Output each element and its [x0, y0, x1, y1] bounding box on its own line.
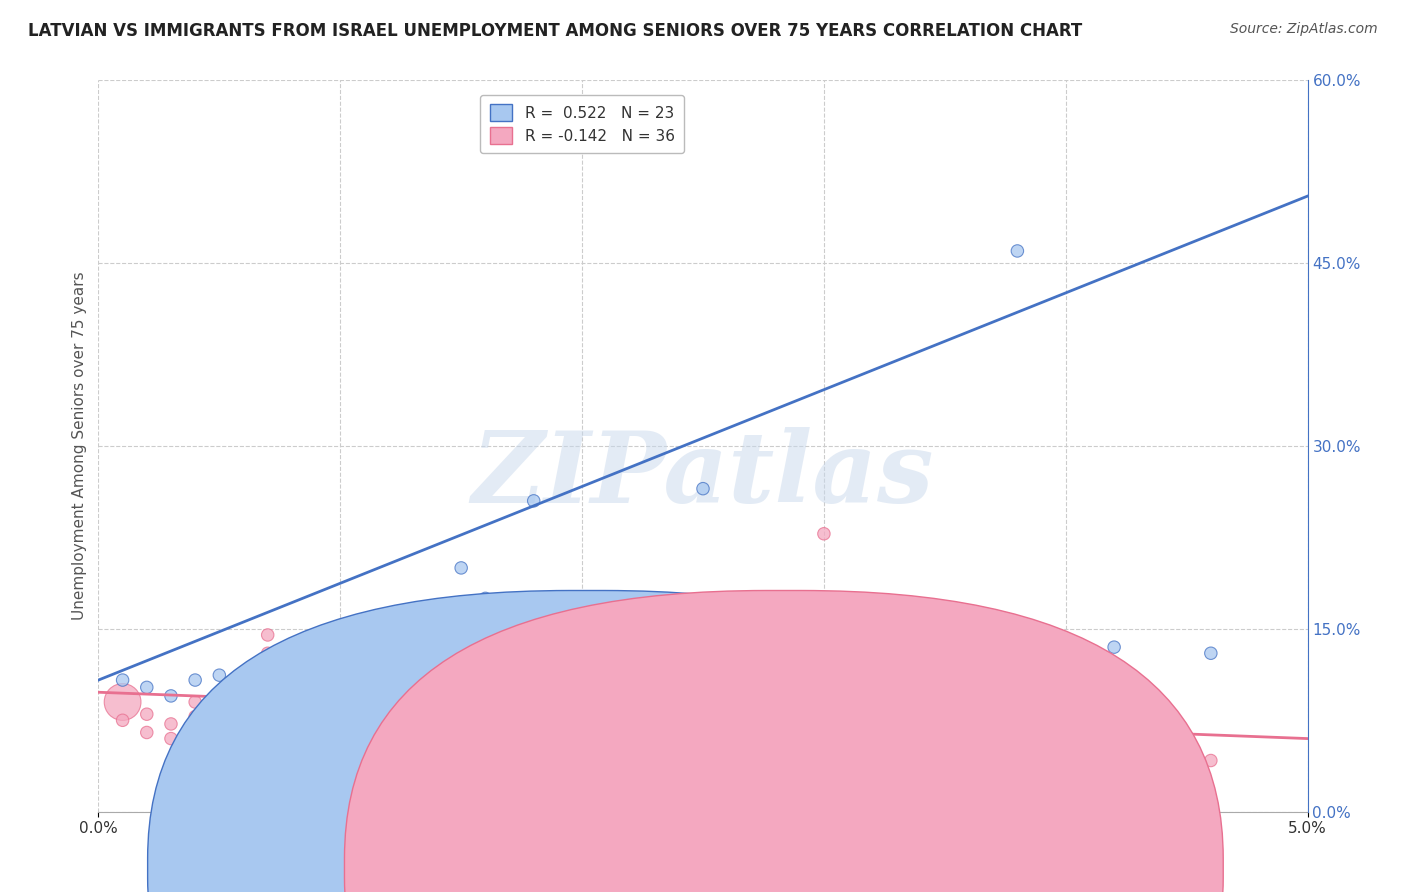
Point [474, 591, 496, 606]
Point [111, 714, 134, 728]
Point [1007, 741, 1029, 756]
Point [934, 725, 956, 739]
Point [523, 494, 546, 508]
Point [135, 725, 157, 739]
Point [208, 734, 231, 748]
Point [232, 689, 254, 703]
Point [305, 731, 328, 746]
Point [1199, 646, 1222, 660]
Point [668, 756, 690, 770]
Point [305, 685, 328, 699]
Point [281, 661, 304, 675]
Point [692, 744, 714, 758]
Point [813, 526, 835, 541]
Point [377, 615, 399, 630]
Text: Source: ZipAtlas.com: Source: ZipAtlas.com [1230, 22, 1378, 37]
Point [571, 665, 593, 679]
Point [450, 709, 472, 723]
Y-axis label: Unemployment Among Seniors over 75 years: Unemployment Among Seniors over 75 years [72, 272, 87, 620]
Point [934, 648, 956, 663]
Point [402, 636, 425, 650]
Point [1007, 244, 1029, 258]
Point [1199, 754, 1222, 768]
Point [571, 749, 593, 764]
Point [135, 707, 157, 722]
Point [353, 731, 375, 746]
Point [184, 709, 207, 723]
Point [256, 658, 278, 673]
Point [135, 681, 157, 695]
Point [160, 717, 183, 731]
Point [353, 676, 375, 690]
Point [329, 661, 352, 675]
Point [1102, 640, 1125, 655]
Point [523, 746, 546, 760]
Text: LATVIAN VS IMMIGRANTS FROM ISRAEL UNEMPLOYMENT AMONG SENIORS OVER 75 YEARS CORRE: LATVIAN VS IMMIGRANTS FROM ISRAEL UNEMPL… [28, 22, 1083, 40]
Point [256, 646, 278, 660]
Point [860, 756, 883, 770]
Point [232, 729, 254, 743]
Point [329, 741, 352, 756]
Text: ZIPatlas: ZIPatlas [472, 427, 934, 524]
Point [377, 754, 399, 768]
Text: Latvians: Latvians [619, 860, 683, 874]
Point [256, 628, 278, 642]
Point [692, 482, 714, 496]
Point [886, 754, 908, 768]
Text: Immigrants from Israel: Immigrants from Israel [815, 860, 990, 874]
Point [184, 695, 207, 709]
Point [281, 648, 304, 663]
Point [402, 754, 425, 768]
Point [1128, 731, 1150, 746]
Point [644, 746, 666, 760]
Legend: R =  0.522   N = 23, R = -0.142   N = 36: R = 0.522 N = 23, R = -0.142 N = 36 [481, 95, 683, 153]
Point [111, 695, 134, 709]
Point [184, 673, 207, 687]
Point [1054, 758, 1077, 772]
Point [208, 668, 231, 682]
Point [160, 731, 183, 746]
Point [208, 722, 231, 736]
Point [498, 754, 520, 768]
Point [619, 729, 641, 743]
Point [111, 673, 134, 687]
Point [450, 561, 472, 575]
Point [160, 689, 183, 703]
Point [619, 665, 641, 679]
Point [232, 719, 254, 733]
